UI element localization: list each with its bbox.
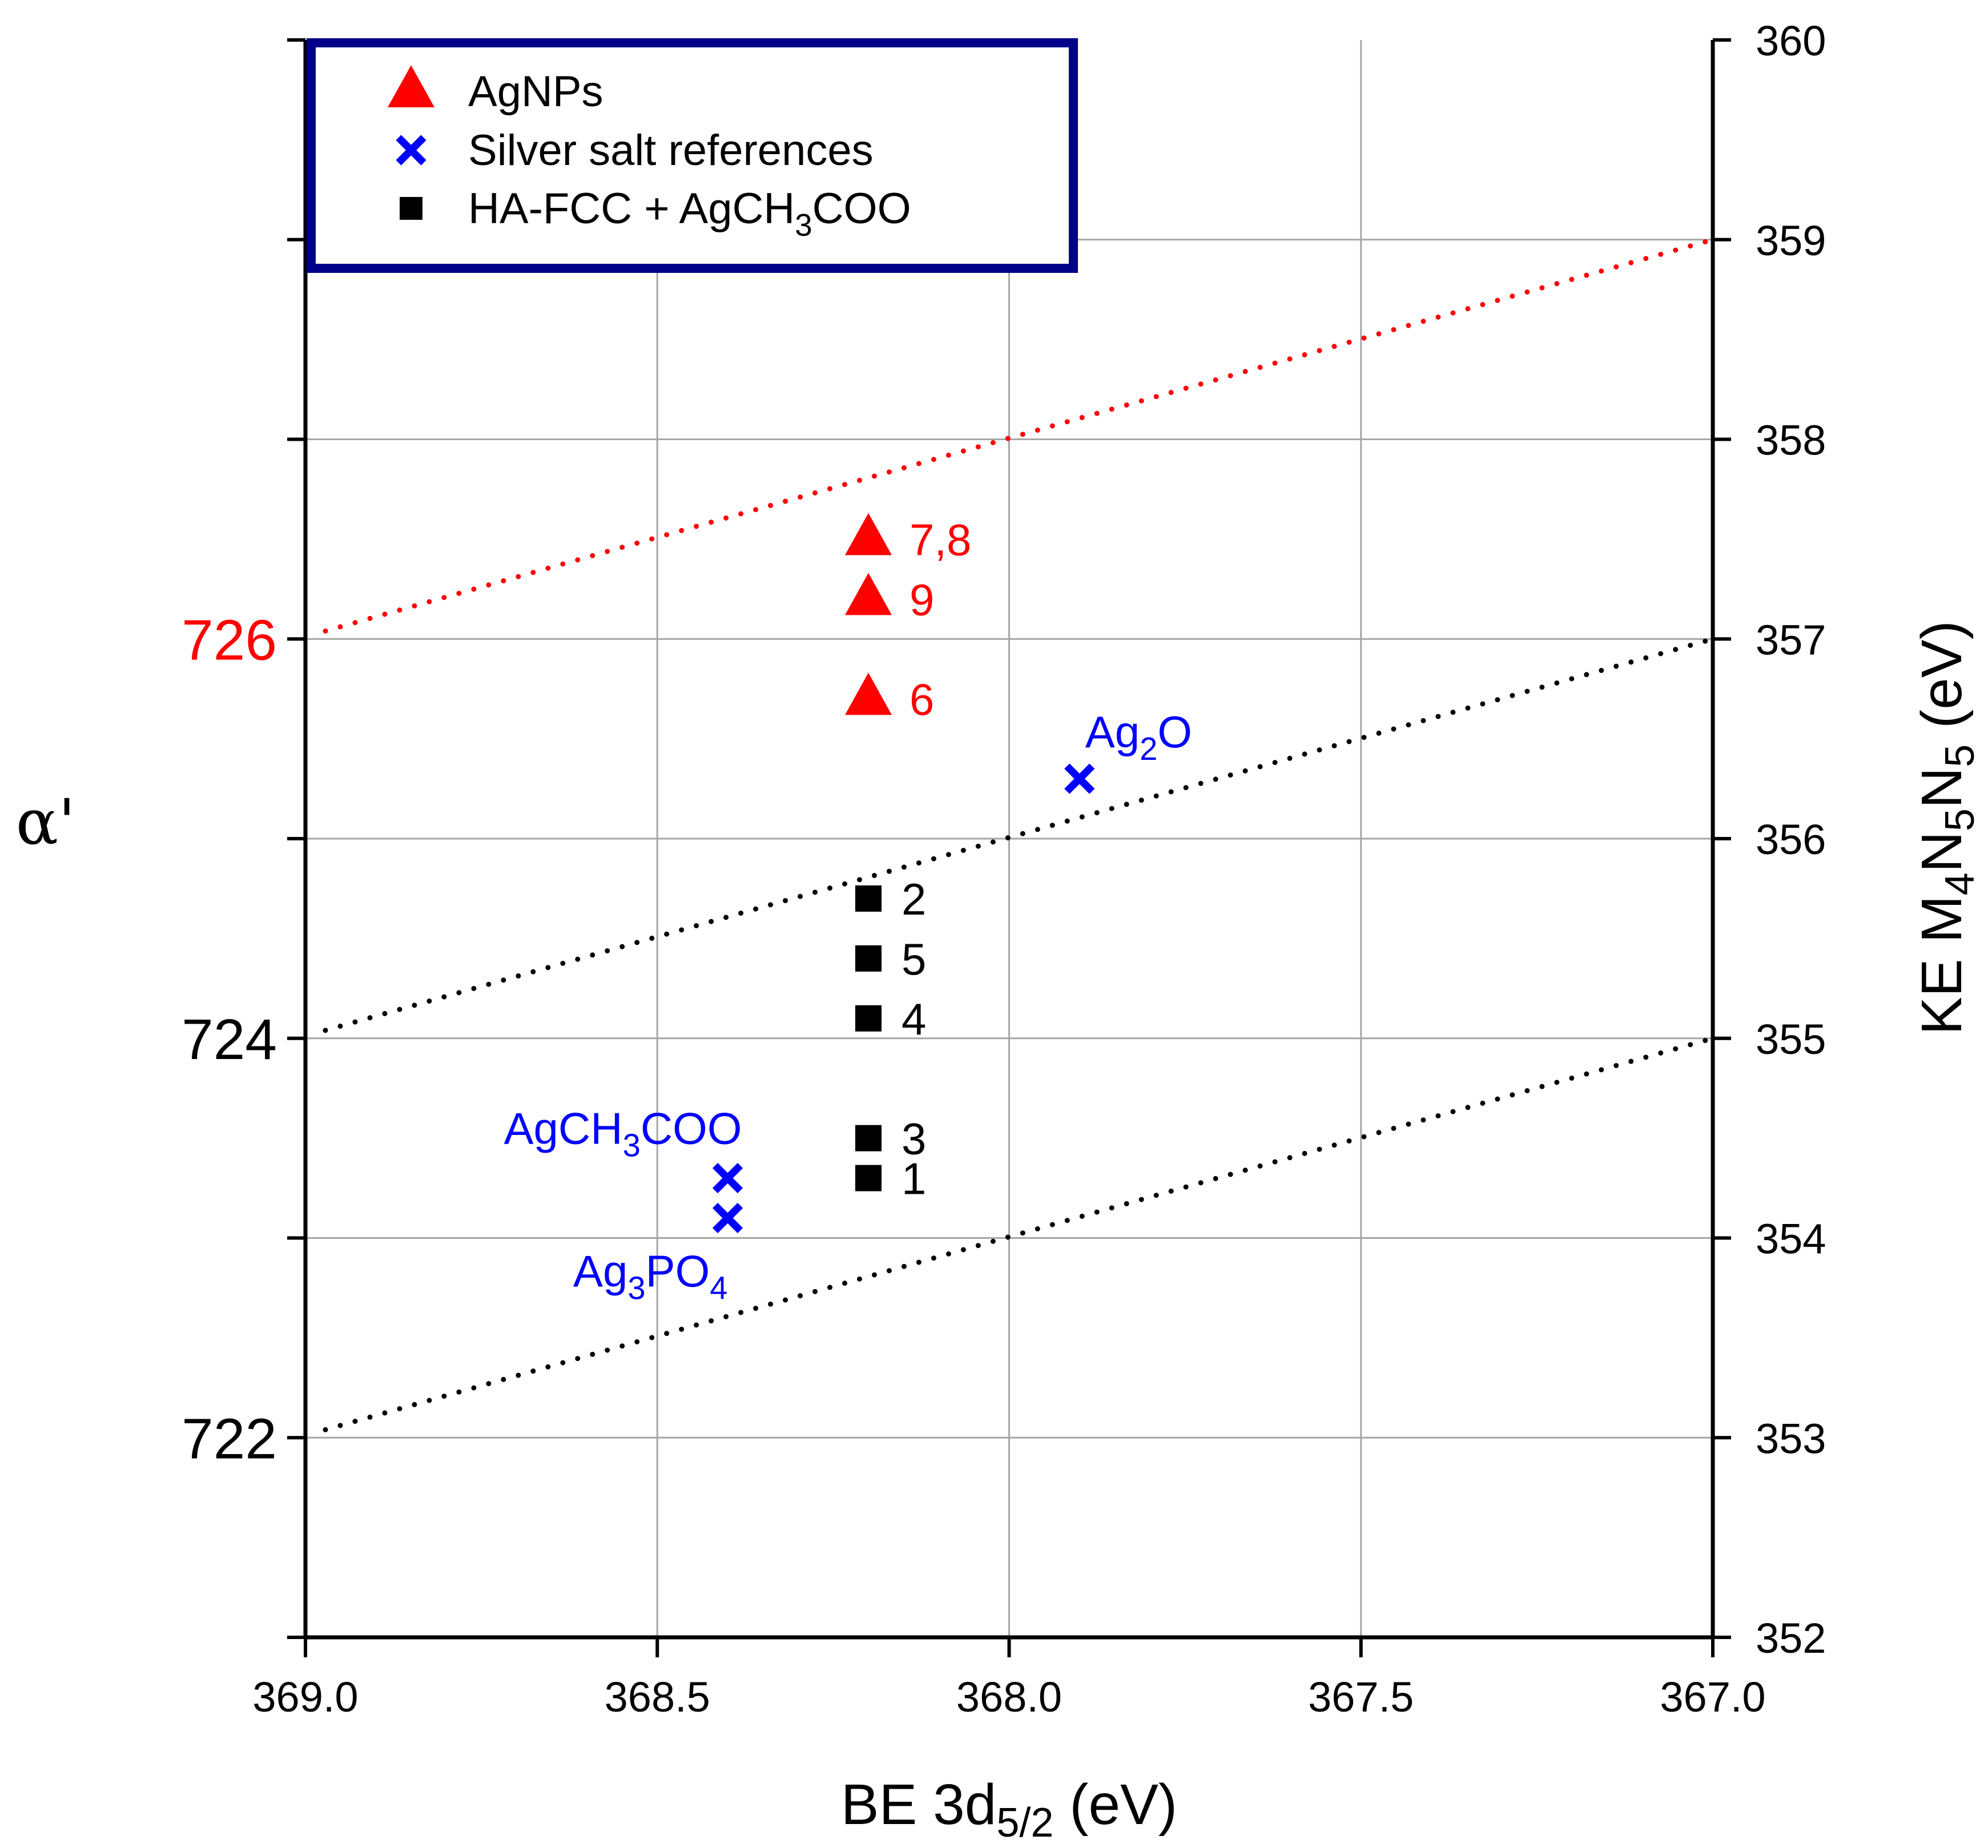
y-left-axis-title: α' — [16, 786, 76, 859]
agnp-point-label: 7,8 — [910, 514, 971, 565]
hafcc-point — [855, 945, 882, 972]
salt-point — [1064, 763, 1095, 794]
text-span: BE 3d — [841, 1773, 996, 1837]
x-tick-label: 367.5 — [1308, 1673, 1414, 1721]
legend-box — [307, 38, 1078, 273]
y-right-tick-label: 352 — [1756, 1615, 1826, 1662]
text-span: KE M — [1910, 895, 1974, 1034]
legend-label: AgNPs — [468, 67, 603, 116]
hafcc-point — [855, 1125, 882, 1152]
legend-cross-icon — [396, 135, 426, 166]
text-span: 3 — [795, 207, 812, 243]
legend: AgNPs Silver salt references HA-FCC + AgCH… — [307, 38, 1078, 273]
text-span: 3 — [623, 1128, 641, 1163]
text-span: 5 — [1937, 808, 1983, 831]
agnp-point-label: 6 — [910, 674, 934, 724]
salt-point — [712, 1162, 743, 1194]
axes: 369.0 368.5 368.0 367.5 367.0352353354355356… — [16, 17, 1983, 1846]
hafcc-point — [855, 1165, 882, 1191]
legend-label: Silver salt references — [468, 126, 874, 175]
text-span: 5/2 — [996, 1800, 1053, 1846]
agnp-point — [845, 573, 892, 615]
text-span: N — [1910, 767, 1974, 808]
text-span: 2 — [1140, 731, 1157, 767]
y-right-tick-label: 359 — [1756, 217, 1826, 264]
text-span: HA-FCC + AgCH — [468, 184, 795, 233]
y-right-tick-label: 357 — [1756, 616, 1826, 663]
hafcc-point-label: 5 — [902, 934, 926, 984]
agnp-point — [845, 513, 892, 555]
cross-stroke — [712, 1202, 743, 1234]
salt-point — [712, 1202, 743, 1234]
legend-square-icon — [400, 197, 422, 220]
x-tick-label: 367.0 — [1660, 1673, 1765, 1721]
text-span: N — [1910, 831, 1974, 872]
text-span: AgCH — [504, 1104, 623, 1154]
y-right-tick-label: 353 — [1756, 1415, 1826, 1462]
alpha-label-724: 724 — [182, 1008, 277, 1072]
salt-point-label: Ag3PO4 — [573, 1246, 728, 1306]
cross-stroke — [396, 135, 426, 166]
text-span: Ag — [573, 1246, 627, 1297]
hafcc-point-label: 3 — [902, 1114, 926, 1164]
alpha-lines — [323, 237, 1716, 1432]
y-right-axis-title: KE M4N5N5 (eV) — [1910, 621, 1983, 1035]
text-span: 4 — [710, 1270, 727, 1306]
hafcc-point — [855, 1005, 882, 1032]
alpha-line-722 — [323, 1036, 1716, 1432]
hafcc-point — [855, 885, 882, 912]
alpha-label-722: 722 — [182, 1407, 277, 1471]
y-right-tick-label: 354 — [1756, 1215, 1826, 1263]
cross-stroke — [712, 1162, 743, 1194]
y-right-tick-label: 356 — [1756, 816, 1826, 863]
y-right-tick-label: 358 — [1756, 417, 1826, 464]
hafcc-point-label: 2 — [902, 874, 926, 924]
agnp-point — [845, 673, 892, 715]
text-span: COO — [641, 1104, 742, 1154]
salt-point-label: Ag2O — [1085, 707, 1192, 767]
x-tick-label: 368.0 — [956, 1673, 1062, 1721]
legend-triangle-icon — [388, 65, 434, 108]
text-span: 3 — [627, 1270, 645, 1306]
text-span: COO — [812, 184, 911, 233]
y-right-tick-label: 355 — [1756, 1016, 1826, 1063]
hafcc-point-label: 4 — [902, 994, 926, 1044]
text-span: 4 — [1937, 872, 1983, 895]
agnp-point-label: 9 — [910, 574, 934, 625]
alpha-label-726: 726 — [182, 608, 277, 672]
cross-stroke — [1064, 763, 1095, 794]
text-span: PO — [646, 1246, 710, 1297]
text-span: Ag — [1085, 707, 1140, 757]
x-tick-label: 368.5 — [605, 1673, 710, 1721]
x-axis-title: BE 3d5/2 (eV) — [841, 1773, 1177, 1846]
x-tick-label: 369.0 — [252, 1673, 358, 1721]
text-span: O — [1157, 707, 1192, 757]
text-span: 5 — [1937, 744, 1983, 767]
text-span: (eV) — [1053, 1773, 1177, 1837]
hafcc-point-label: 1 — [902, 1154, 926, 1204]
y-right-axis-title-group: KE M4N5N5 (eV) — [1910, 621, 1983, 1035]
text-span: (eV) — [1910, 621, 1974, 744]
legend-label: HA-FCC + AgCH3COO — [468, 184, 911, 243]
alpha-line-726 — [323, 237, 1716, 634]
salt-point-label: AgCH3COO — [504, 1104, 742, 1163]
alpha-line-724 — [323, 636, 1716, 1033]
y-right-tick-label: 360 — [1756, 17, 1826, 65]
